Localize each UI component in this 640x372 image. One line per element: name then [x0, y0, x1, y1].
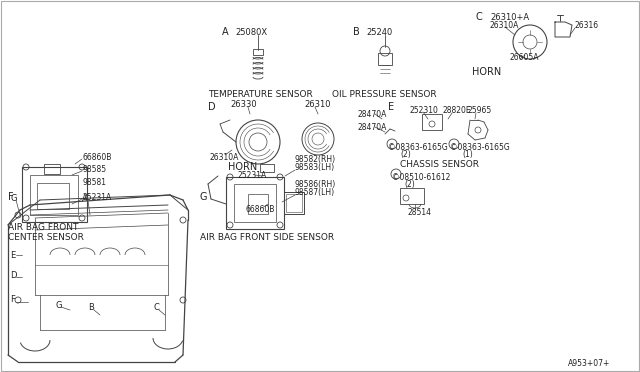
Text: (2): (2) [400, 150, 411, 158]
Text: 28514: 28514 [408, 208, 432, 217]
Text: 26605A: 26605A [510, 52, 540, 61]
Text: E: E [388, 102, 394, 112]
FancyBboxPatch shape [378, 53, 392, 65]
Text: 28470A: 28470A [358, 109, 387, 119]
Text: G: G [200, 192, 207, 202]
Text: (2): (2) [404, 180, 415, 189]
Text: 98581: 98581 [82, 177, 106, 186]
Text: D: D [208, 102, 216, 112]
Bar [226, 177, 284, 229]
Text: C: C [153, 304, 159, 312]
Bar [400, 188, 424, 204]
Text: 28820E: 28820E [443, 106, 472, 115]
Text: F: F [8, 192, 13, 202]
Text: C: C [476, 12, 483, 22]
Text: 98586(RH): 98586(RH) [295, 180, 336, 189]
Text: 26310A: 26310A [210, 153, 239, 161]
Text: CHASSIS SENSOR: CHASSIS SENSOR [400, 160, 479, 169]
Text: 26330: 26330 [230, 99, 257, 109]
Text: 26310: 26310 [304, 99, 330, 109]
Text: 252310: 252310 [410, 106, 439, 115]
Text: HORN: HORN [472, 67, 501, 77]
Text: OIL PRESSURE SENSOR: OIL PRESSURE SENSOR [332, 90, 436, 99]
Text: 26316: 26316 [575, 20, 599, 29]
Bar [37, 183, 69, 209]
Text: 25240: 25240 [366, 28, 392, 36]
Bar [234, 184, 276, 222]
Text: 98582(RH): 98582(RH) [295, 154, 336, 164]
Text: A: A [222, 27, 228, 37]
Text: CENTER SENSOR: CENTER SENSOR [8, 232, 84, 241]
Text: 98587(LH): 98587(LH) [295, 187, 335, 196]
Text: F: F [10, 295, 15, 305]
Text: 26310A: 26310A [490, 20, 520, 29]
Text: 98583(LH): 98583(LH) [295, 163, 335, 171]
Text: D: D [10, 270, 17, 279]
Text: E: E [10, 250, 15, 260]
Bar [422, 114, 442, 130]
Text: 28470A: 28470A [358, 122, 387, 131]
FancyBboxPatch shape [253, 49, 263, 55]
Text: AIR BAG FRONT: AIR BAG FRONT [8, 222, 78, 231]
Text: G: G [55, 301, 61, 310]
Text: 98585: 98585 [82, 164, 106, 173]
Text: 25080X: 25080X [235, 28, 267, 36]
Text: A: A [82, 193, 88, 202]
Text: 25231A: 25231A [82, 192, 111, 202]
Text: B: B [353, 27, 360, 37]
Text: ©08510-61612: ©08510-61612 [392, 173, 451, 182]
Bar [22, 167, 87, 222]
Text: (1): (1) [462, 150, 473, 158]
Text: A953+07+: A953+07+ [568, 359, 611, 369]
Text: 66860B: 66860B [246, 205, 275, 214]
Bar [248, 194, 268, 214]
Text: 66860B: 66860B [82, 153, 111, 161]
Text: 25231A: 25231A [238, 170, 268, 180]
Text: ©08363-6165G: ©08363-6165G [388, 142, 448, 151]
Text: 26310+A: 26310+A [490, 13, 529, 22]
Bar [260, 164, 274, 172]
Text: B: B [88, 304, 94, 312]
Text: HORN: HORN [228, 162, 257, 172]
Text: 25965: 25965 [468, 106, 492, 115]
Text: AIR BAG FRONT SIDE SENSOR: AIR BAG FRONT SIDE SENSOR [200, 232, 334, 241]
Text: TEMPERATURE SENSOR: TEMPERATURE SENSOR [208, 90, 313, 99]
Text: ©08363-6165G: ©08363-6165G [450, 142, 509, 151]
Bar [30, 175, 78, 215]
Text: G: G [10, 193, 17, 202]
Bar [44, 164, 60, 174]
Bar [284, 192, 304, 214]
Bar [286, 194, 302, 212]
